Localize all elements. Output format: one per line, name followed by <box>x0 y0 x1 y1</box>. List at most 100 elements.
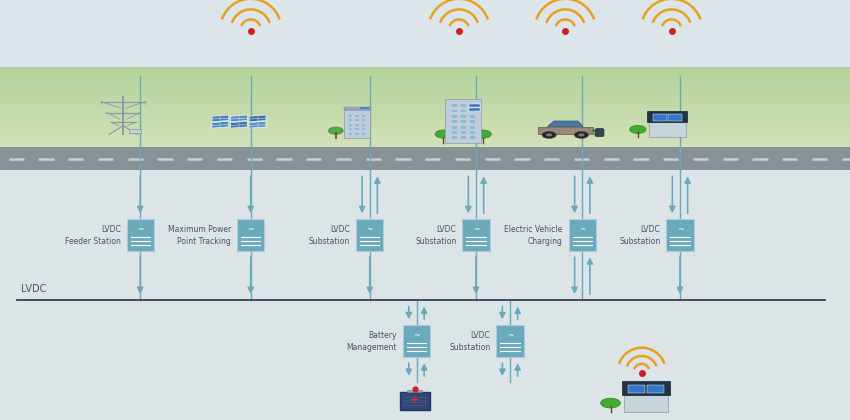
Polygon shape <box>249 115 266 122</box>
FancyBboxPatch shape <box>0 147 850 420</box>
Circle shape <box>435 130 452 138</box>
FancyBboxPatch shape <box>355 133 359 135</box>
Text: ~: ~ <box>473 225 479 234</box>
Text: ~: ~ <box>247 225 254 234</box>
Polygon shape <box>547 121 583 126</box>
FancyBboxPatch shape <box>407 390 422 392</box>
FancyBboxPatch shape <box>348 119 352 121</box>
Polygon shape <box>538 126 592 134</box>
Text: ~: ~ <box>413 331 420 340</box>
FancyBboxPatch shape <box>470 126 475 129</box>
FancyBboxPatch shape <box>470 115 475 118</box>
Text: LVDC
Substation: LVDC Substation <box>415 225 456 246</box>
FancyBboxPatch shape <box>0 0 850 67</box>
FancyBboxPatch shape <box>461 110 466 113</box>
FancyBboxPatch shape <box>468 108 480 111</box>
FancyBboxPatch shape <box>470 121 475 123</box>
FancyBboxPatch shape <box>355 119 359 121</box>
Polygon shape <box>230 115 247 122</box>
FancyBboxPatch shape <box>0 147 850 170</box>
Circle shape <box>601 398 620 408</box>
FancyBboxPatch shape <box>237 219 264 251</box>
Text: ~: ~ <box>366 225 373 234</box>
FancyBboxPatch shape <box>362 123 365 126</box>
Text: LVDC: LVDC <box>21 284 47 294</box>
FancyBboxPatch shape <box>0 83 850 87</box>
FancyBboxPatch shape <box>0 131 850 135</box>
FancyBboxPatch shape <box>362 133 365 135</box>
Circle shape <box>630 126 646 134</box>
FancyBboxPatch shape <box>461 104 466 107</box>
FancyBboxPatch shape <box>348 133 352 135</box>
Polygon shape <box>621 381 671 394</box>
FancyBboxPatch shape <box>0 139 850 143</box>
FancyBboxPatch shape <box>400 392 430 410</box>
FancyBboxPatch shape <box>595 129 604 137</box>
Text: ~: ~ <box>137 225 144 234</box>
Polygon shape <box>212 115 229 122</box>
FancyBboxPatch shape <box>362 119 365 121</box>
FancyBboxPatch shape <box>470 104 475 107</box>
FancyBboxPatch shape <box>649 122 686 136</box>
Text: Electric Vehicle
Charging: Electric Vehicle Charging <box>504 225 563 246</box>
Text: Battery
Management: Battery Management <box>347 331 397 352</box>
FancyBboxPatch shape <box>355 128 359 131</box>
FancyBboxPatch shape <box>0 71 850 75</box>
FancyBboxPatch shape <box>461 121 466 123</box>
Polygon shape <box>212 121 229 128</box>
FancyBboxPatch shape <box>127 219 154 251</box>
FancyBboxPatch shape <box>668 114 682 121</box>
FancyBboxPatch shape <box>0 95 850 99</box>
Polygon shape <box>249 121 266 128</box>
FancyBboxPatch shape <box>0 107 850 111</box>
Text: LVDC
Substation: LVDC Substation <box>619 225 660 246</box>
Circle shape <box>474 130 491 138</box>
Text: LVDC
Substation: LVDC Substation <box>309 225 350 246</box>
Text: +: + <box>411 395 419 405</box>
FancyBboxPatch shape <box>624 394 668 412</box>
Polygon shape <box>647 111 688 122</box>
FancyBboxPatch shape <box>470 131 475 134</box>
FancyBboxPatch shape <box>128 129 141 133</box>
FancyBboxPatch shape <box>403 325 430 357</box>
FancyBboxPatch shape <box>348 115 352 117</box>
FancyBboxPatch shape <box>451 131 456 134</box>
Circle shape <box>578 133 585 137</box>
FancyBboxPatch shape <box>0 110 850 115</box>
FancyBboxPatch shape <box>348 128 352 131</box>
FancyBboxPatch shape <box>462 219 490 251</box>
FancyBboxPatch shape <box>0 118 850 123</box>
FancyBboxPatch shape <box>0 87 850 91</box>
Text: Maximum Power
Point Tracking: Maximum Power Point Tracking <box>168 225 231 246</box>
FancyBboxPatch shape <box>0 79 850 83</box>
FancyBboxPatch shape <box>569 219 596 251</box>
Text: ~: ~ <box>579 225 586 234</box>
Circle shape <box>328 127 343 134</box>
FancyBboxPatch shape <box>362 128 365 131</box>
FancyBboxPatch shape <box>496 325 524 357</box>
FancyBboxPatch shape <box>666 219 694 251</box>
FancyBboxPatch shape <box>0 143 850 147</box>
FancyBboxPatch shape <box>360 107 369 109</box>
FancyBboxPatch shape <box>451 126 456 129</box>
Text: LVDC
Feeder Station: LVDC Feeder Station <box>65 225 121 246</box>
FancyBboxPatch shape <box>0 115 850 119</box>
FancyBboxPatch shape <box>343 110 371 138</box>
FancyBboxPatch shape <box>0 126 850 131</box>
FancyBboxPatch shape <box>0 67 850 71</box>
FancyBboxPatch shape <box>470 136 475 139</box>
FancyBboxPatch shape <box>470 110 475 113</box>
Circle shape <box>546 133 552 137</box>
FancyBboxPatch shape <box>451 110 456 113</box>
FancyBboxPatch shape <box>628 385 645 393</box>
FancyBboxPatch shape <box>461 126 466 129</box>
FancyBboxPatch shape <box>451 104 456 107</box>
FancyBboxPatch shape <box>468 104 480 107</box>
FancyBboxPatch shape <box>451 136 456 139</box>
FancyBboxPatch shape <box>343 107 371 110</box>
FancyBboxPatch shape <box>0 91 850 95</box>
FancyBboxPatch shape <box>356 219 383 251</box>
FancyBboxPatch shape <box>348 123 352 126</box>
FancyBboxPatch shape <box>355 115 359 117</box>
FancyBboxPatch shape <box>647 385 664 393</box>
